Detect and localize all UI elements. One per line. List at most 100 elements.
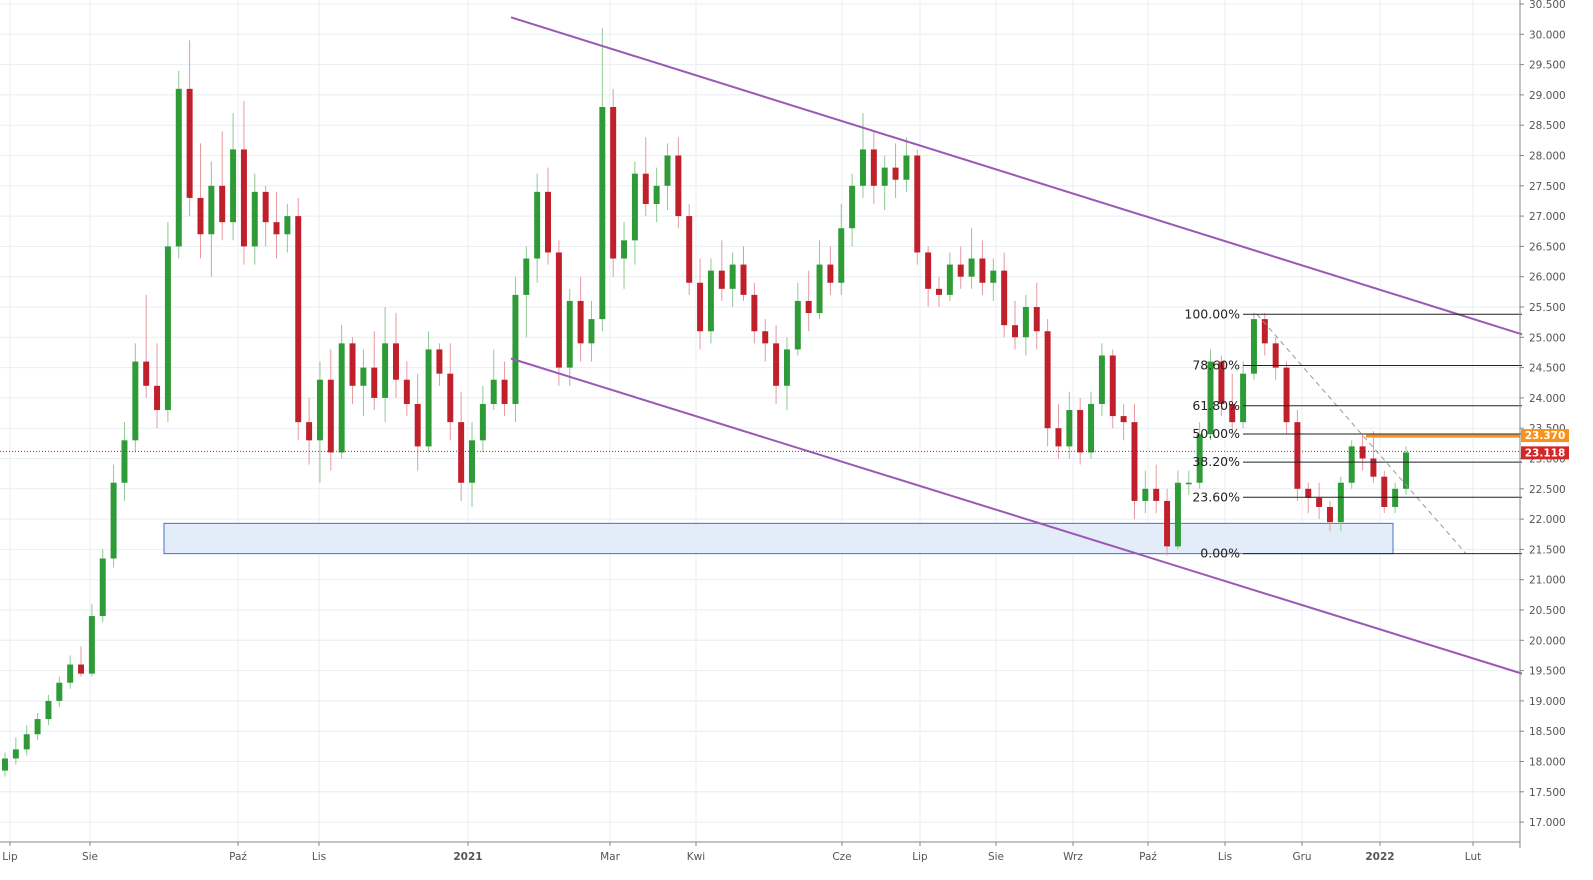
price-tick-label: 22.000 [1529, 514, 1566, 526]
candle-up [382, 343, 389, 398]
price-tick-label: 26.000 [1529, 272, 1566, 284]
candle-down [740, 264, 747, 295]
candle-down [458, 422, 465, 483]
drawing-tools [0, 16, 1523, 675]
candle-down [1012, 325, 1019, 338]
time-tick-label: Cze [832, 851, 851, 863]
candle-up [99, 558, 106, 617]
candle-down [1077, 410, 1084, 453]
price-tick-label: 21.500 [1529, 544, 1566, 556]
candle-up [566, 300, 573, 368]
time-tick-label: Paź [229, 851, 247, 863]
candle-down [447, 373, 454, 423]
candle-down [273, 222, 280, 235]
candle-up [1392, 488, 1399, 507]
candle-up [1142, 488, 1149, 501]
candle-up [2, 758, 8, 771]
candle-up [664, 155, 671, 186]
fib-level-label: 50.00% [1192, 426, 1240, 441]
candle-down [1164, 500, 1171, 547]
price-tick-label: 28.500 [1529, 120, 1566, 132]
candle-down [1120, 416, 1127, 423]
candle-down [1055, 428, 1062, 447]
candle-down [827, 264, 834, 283]
candle-up [599, 107, 606, 320]
candle-down [306, 422, 313, 441]
candle-up [132, 361, 139, 441]
candle-up [838, 228, 845, 283]
price-tick-label: 19.500 [1529, 666, 1566, 678]
candle-down [1044, 331, 1051, 429]
candle-down [143, 361, 150, 386]
candle-up [990, 270, 997, 283]
candle-up [121, 440, 128, 483]
candle-down [371, 367, 378, 398]
fib-trend-line [1256, 313, 1467, 554]
candle-up [512, 294, 519, 404]
candle-down [1218, 361, 1225, 404]
channel-lower-line [510, 357, 1523, 675]
candle-down [751, 294, 758, 332]
price-tag-box [1521, 429, 1569, 443]
candle-up [534, 191, 541, 259]
candle-down [78, 664, 85, 674]
fib-level-label: 23.60% [1192, 489, 1240, 504]
time-tick-label: Kwi [687, 851, 705, 863]
candle-up [1088, 403, 1095, 453]
candle-up [653, 185, 660, 204]
candle-up [1185, 482, 1192, 485]
candle-down [436, 349, 443, 374]
candle-down [914, 155, 921, 253]
price-tick-label: 17.000 [1529, 817, 1566, 829]
candle-down [1153, 488, 1160, 501]
candle-up [588, 319, 595, 344]
candle-up [881, 167, 888, 186]
candle-up [946, 264, 953, 295]
candle-down [979, 258, 986, 283]
candle-up [1207, 361, 1214, 435]
candle-up [316, 379, 323, 441]
time-tick-label: Lis [312, 851, 326, 863]
time-tick-label: 2022 [1365, 851, 1394, 863]
price-tick-label: 27.500 [1529, 181, 1566, 193]
time-tick-label: Lut [1465, 851, 1481, 863]
candle-up [707, 270, 714, 332]
candle-down [1359, 446, 1366, 459]
price-tick-label: 25.500 [1529, 302, 1566, 314]
candle-up [903, 155, 910, 180]
fib-level-label: 61.80% [1192, 398, 1240, 413]
time-tick-label: Wrz [1063, 851, 1083, 863]
price-tick-label: 29.000 [1529, 90, 1566, 102]
channel-upper-line [510, 16, 1523, 336]
candles [2, 28, 1409, 777]
candle-up [23, 734, 30, 750]
candle-down [925, 252, 932, 289]
candle-down [1131, 422, 1138, 501]
candle-up [1348, 446, 1355, 483]
candle-up [251, 191, 258, 247]
time-tick-label: Paź [1139, 851, 1157, 863]
candle-up [859, 149, 866, 186]
candle-up [56, 682, 63, 701]
candle-up [968, 258, 975, 277]
price-tick-label: 20.500 [1529, 605, 1566, 617]
candle-up [284, 216, 291, 235]
candle-down [501, 379, 508, 404]
price-tag-label: 23.118 [1525, 447, 1566, 459]
candle-up [816, 264, 823, 314]
candle-down [642, 173, 649, 204]
candle-up [621, 240, 628, 259]
time-tick-label: Sie [988, 851, 1004, 863]
candle-down [870, 149, 877, 186]
price-tick-label: 29.500 [1529, 60, 1566, 72]
candle-down [1272, 343, 1279, 368]
candle-down [936, 288, 942, 295]
candle-up [34, 719, 41, 735]
candle-up [12, 749, 19, 759]
candle-down [805, 300, 812, 314]
candle-down [773, 343, 780, 386]
candle-down [892, 167, 899, 180]
candle-up [1240, 373, 1247, 423]
